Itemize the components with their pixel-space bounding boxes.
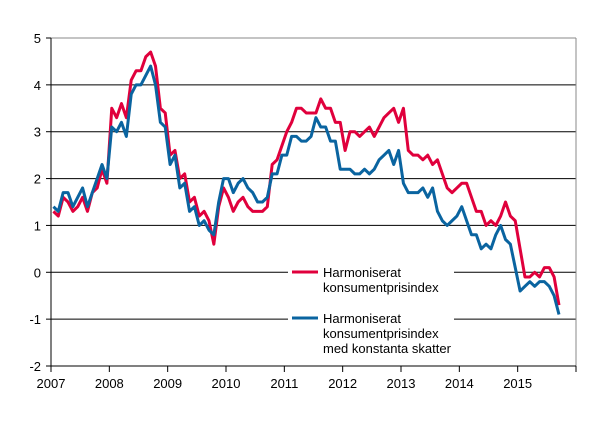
y-tick-label: -2	[29, 359, 41, 374]
x-tick-label: 2009	[153, 376, 182, 391]
x-tick-label: 2011	[270, 376, 298, 391]
y-tick-label: -1	[29, 312, 41, 327]
y-tick-label: 2	[34, 172, 41, 187]
x-tick-label: 2008	[95, 376, 124, 391]
x-tick-label: 2013	[387, 376, 416, 391]
y-tick-label: 0	[34, 265, 41, 280]
y-tick-label: 3	[34, 125, 41, 140]
legend-box	[288, 262, 454, 356]
legend-label: konsumentprisindex	[323, 326, 439, 341]
x-tick-label: 2014	[445, 376, 474, 391]
legend-label: Harmoniserat	[323, 265, 401, 280]
y-tick-label: 4	[34, 78, 41, 93]
x-tick-label: 2010	[212, 376, 241, 391]
legend-label: Harmoniserat	[323, 311, 401, 326]
legend-label: med konstanta skatter	[323, 341, 452, 356]
y-tick-label: 1	[34, 218, 41, 233]
x-tick-label: 2015	[503, 376, 532, 391]
series-line-2	[52, 64, 561, 315]
legend-label: konsumentprisindex	[323, 280, 439, 295]
series-line-1	[52, 50, 561, 306]
y-tick-label: 5	[34, 31, 41, 46]
x-tick-label: 2007	[37, 376, 66, 391]
x-tick-label: 2012	[328, 376, 357, 391]
